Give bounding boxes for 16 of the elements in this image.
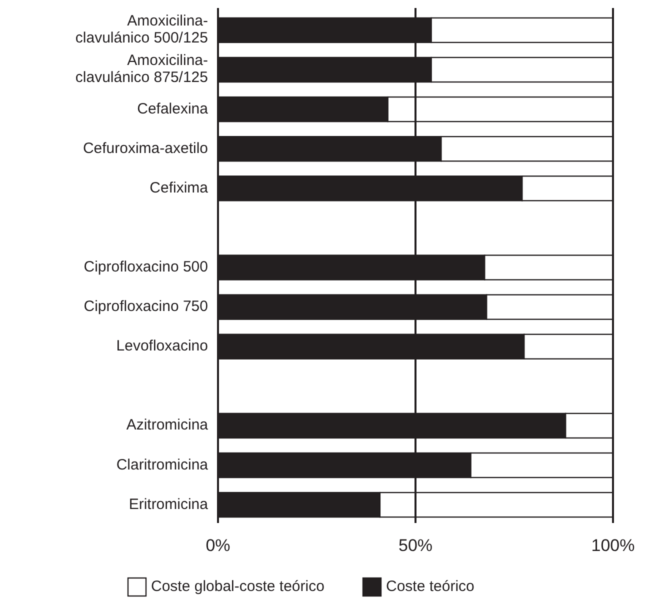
- y-tick-label: Azitromicina: [126, 416, 209, 434]
- y-tick-label: Ciprofloxacino 500: [84, 258, 208, 276]
- x-tick-label: 100%: [591, 536, 635, 555]
- legend-label: Coste teórico: [386, 578, 474, 595]
- y-tick-label: Amoxicilina- clavulánico 875/125: [75, 52, 208, 86]
- x-tick-label: 50%: [398, 536, 433, 555]
- y-tick-label: Claritromicina: [116, 456, 209, 474]
- y-tick-label: Cefixima: [150, 179, 209, 196]
- legend-label: Coste global-coste teórico: [151, 578, 324, 595]
- y-tick-label: Eritromicina: [128, 496, 209, 513]
- y-tick-label: Amoxicilina- clavulánico 500/125: [75, 12, 208, 47]
- y-tick-label: Cefalexina: [137, 100, 209, 118]
- y-tick-label: Levofloxacino: [116, 338, 208, 355]
- y-tick-label: Ciprofloxacino 750: [84, 298, 208, 316]
- x-tick-label: 0%: [206, 536, 230, 555]
- y-tick-label: Cefuroxima-axetilo: [82, 140, 208, 157]
